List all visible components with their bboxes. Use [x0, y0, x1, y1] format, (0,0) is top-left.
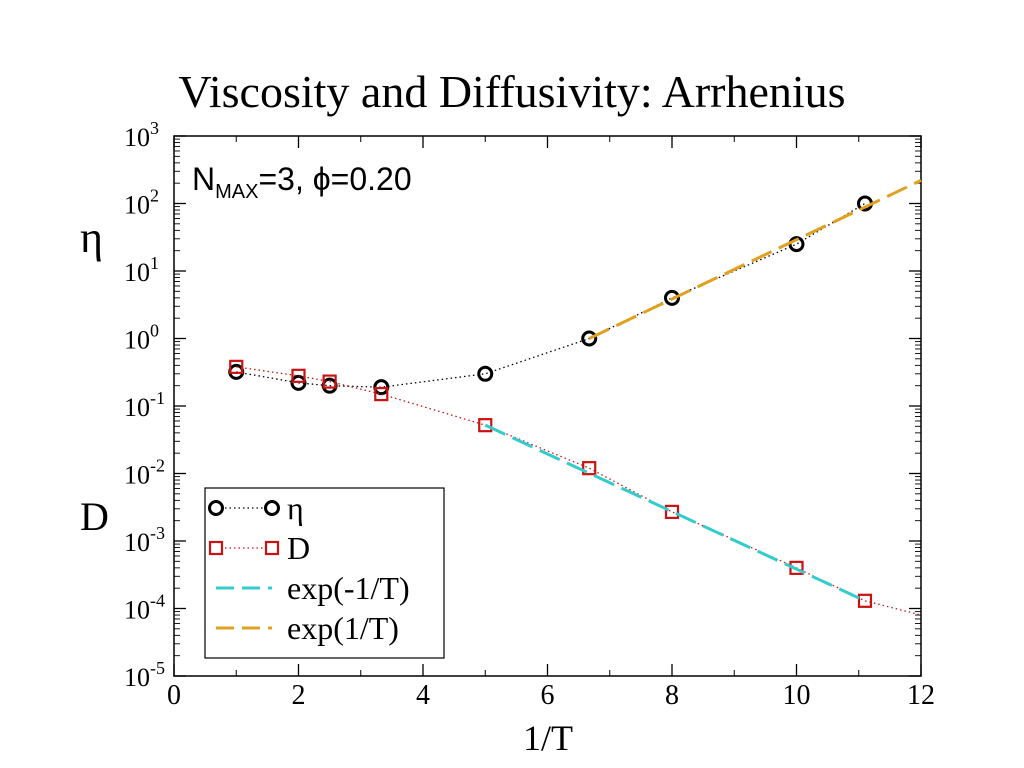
- y-tick-label: 10-5: [124, 658, 165, 692]
- y-tick-label: 10-4: [124, 591, 165, 625]
- data-point: [582, 461, 597, 476]
- legend-item: exp(-1/T): [216, 570, 410, 606]
- data-point: [664, 504, 680, 519]
- y-tick-label: 102: [124, 186, 159, 220]
- slide-title: Viscosity and Diffusivity: Arrhenius: [178, 66, 846, 117]
- x-axis-label: 1/T: [523, 718, 573, 758]
- y-tick-label: 10-1: [124, 388, 165, 422]
- data-point: [374, 387, 389, 402]
- legend-label: D: [287, 530, 310, 566]
- x-tick-label: 10: [783, 680, 811, 711]
- legend-label: exp(-1/T): [287, 570, 410, 606]
- series-line: [588, 179, 922, 340]
- y-tick-label: 10-3: [124, 523, 165, 557]
- y-tick-label: 103: [124, 118, 159, 152]
- x-tick-label: 8: [665, 680, 679, 711]
- data-point: [581, 330, 598, 347]
- data-point: [322, 374, 337, 389]
- series-line: [236, 202, 866, 388]
- y-tick-label: 101: [124, 253, 159, 287]
- series-2: [484, 423, 866, 603]
- legend-label: exp(1/T): [287, 610, 399, 646]
- y-tick-label: 10-2: [124, 456, 165, 490]
- annotation-sub: MAX: [215, 181, 258, 203]
- legend-label: η: [287, 490, 304, 526]
- data-point: [664, 289, 680, 306]
- data-point: [477, 365, 494, 382]
- ticks: 0 2 4 6 8 10 12 10-5 10-4 10-3 10-2 10-1 100 101 102 10…: [124, 118, 935, 711]
- y-axis-label-d: D: [80, 494, 109, 539]
- legend-marker: [264, 540, 280, 556]
- y-axis-label-eta: η: [80, 213, 103, 262]
- x-tick-label: 4: [416, 680, 430, 711]
- series-3: [588, 179, 922, 340]
- series-line: [484, 423, 866, 603]
- legend-marker: [208, 540, 224, 556]
- legend-item: η: [208, 490, 304, 526]
- x-tick-label: 12: [907, 680, 935, 711]
- legend-item: D: [208, 530, 310, 566]
- data-point: [291, 368, 306, 383]
- legend-marker: [208, 500, 224, 516]
- series-1: [229, 359, 922, 616]
- annotation: NMAX=3, ϕ=0.20: [192, 161, 412, 203]
- x-tick-label: 2: [292, 680, 306, 711]
- x-tick-label: 0: [167, 680, 181, 711]
- legend-item: exp(1/T): [216, 610, 399, 646]
- y-tick-label: 100: [124, 321, 159, 355]
- annotation-rest: =3, ϕ=0.20: [258, 161, 411, 197]
- data-point: [478, 418, 493, 433]
- data-point: [857, 593, 873, 608]
- annotation-n: N: [192, 161, 215, 197]
- x-tick-label: 6: [541, 680, 555, 711]
- series-0: [228, 195, 873, 396]
- series-layer: [228, 179, 922, 616]
- legend-marker: [264, 500, 280, 516]
- legend-box: [204, 487, 445, 659]
- data-point: [229, 359, 244, 374]
